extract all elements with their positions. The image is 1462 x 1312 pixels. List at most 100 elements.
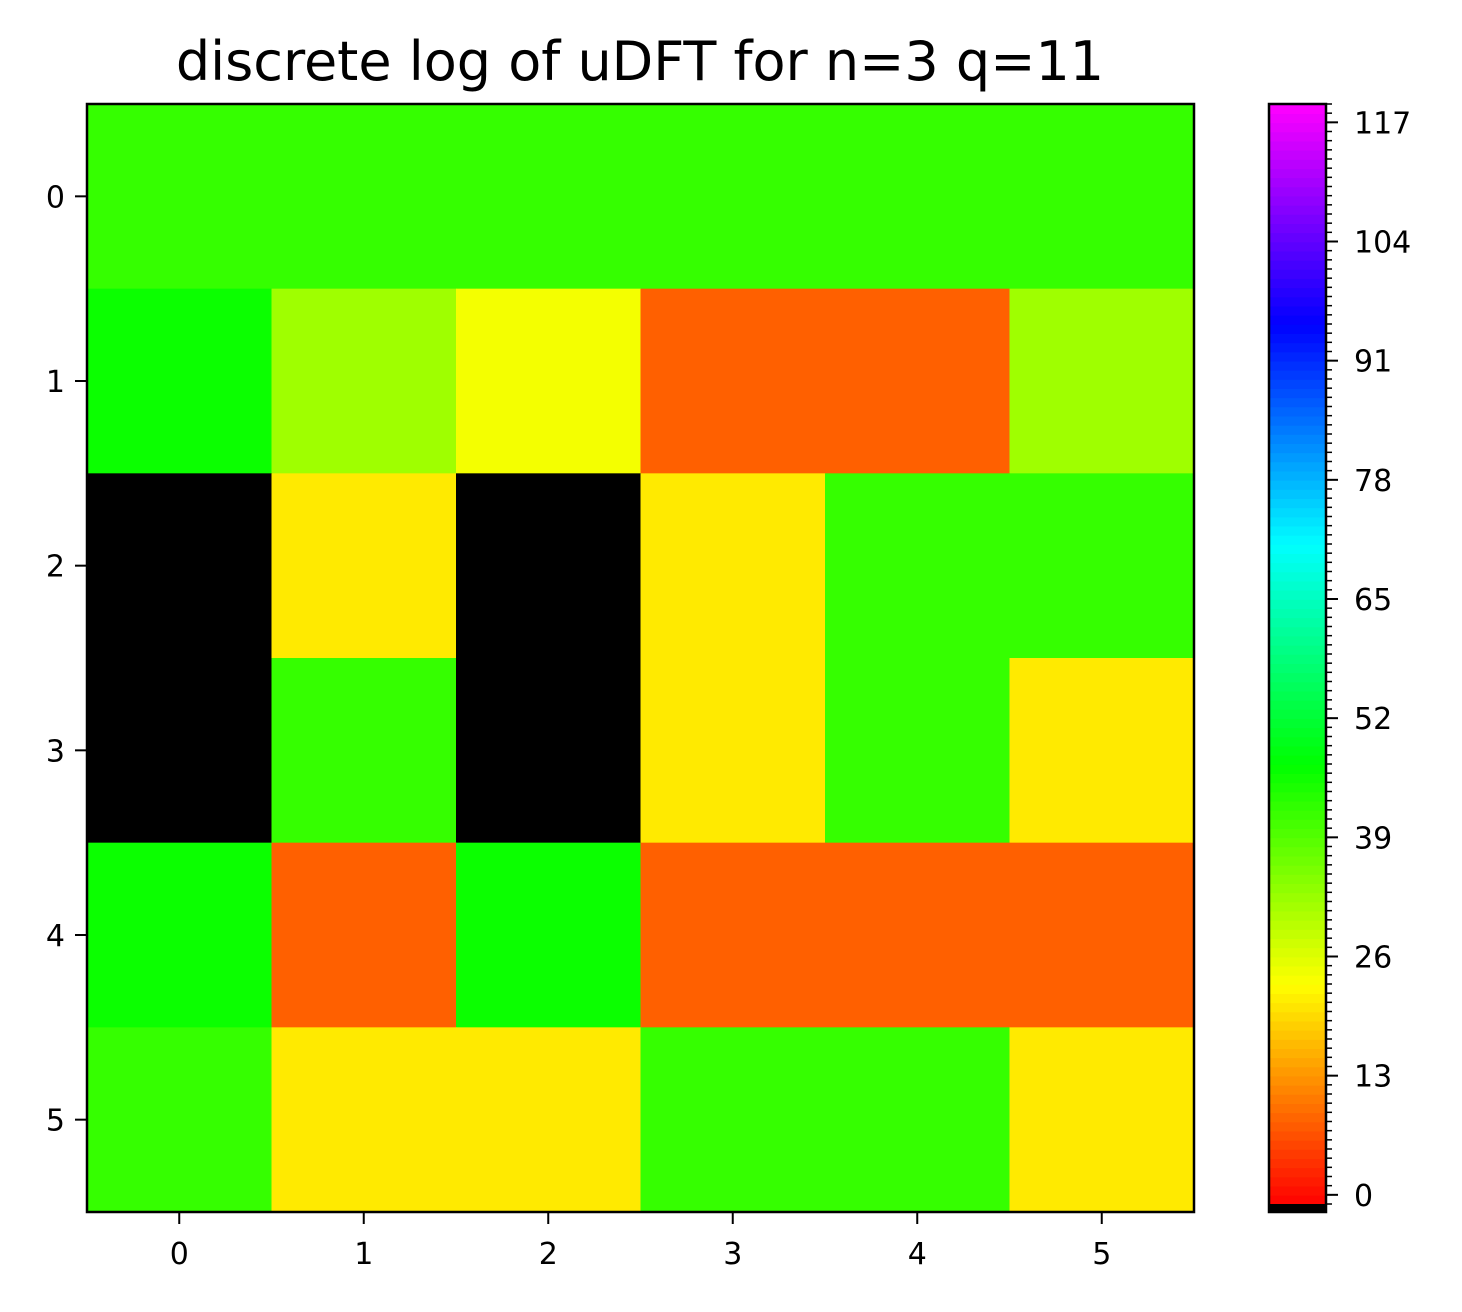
- colorbar-segment: [1269, 232, 1326, 243]
- colorbar-segment: [1269, 727, 1326, 738]
- colorbar-segment: [1269, 791, 1326, 802]
- colorbar-segment: [1269, 104, 1326, 114]
- colorbar-segment: [1269, 901, 1326, 912]
- colorbar-tick-label: 117: [1354, 106, 1411, 141]
- colorbar-segment: [1269, 461, 1326, 472]
- colorbar-segment: [1269, 1167, 1326, 1178]
- colorbar-segment: [1269, 736, 1326, 747]
- colorbar-segment: [1269, 1066, 1326, 1077]
- colorbar-segment: [1269, 1011, 1326, 1022]
- colorbar-segment: [1269, 424, 1326, 435]
- colorbar-tick-label: 52: [1354, 702, 1392, 737]
- heatmap-cell: [1009, 288, 1195, 474]
- heatmap-cell: [825, 842, 1011, 1028]
- y-tick-label: 3: [46, 734, 65, 769]
- colorbar-segment: [1269, 516, 1326, 527]
- colorbar-segment: [1269, 1194, 1326, 1205]
- colorbar-segment: [1269, 1094, 1326, 1104]
- heatmap-cell: [271, 1027, 457, 1213]
- colorbar-segment: [1269, 1149, 1326, 1159]
- colorbar-segment: [1269, 709, 1326, 719]
- heatmap-cell: [456, 104, 642, 290]
- colorbar-segment: [1269, 314, 1326, 325]
- colorbar-segment: [1269, 379, 1326, 389]
- colorbar-tick-label: 13: [1354, 1060, 1392, 1095]
- colorbar-segment: [1269, 864, 1326, 875]
- y-tick-label: 0: [46, 180, 65, 215]
- colorbar-segment: [1269, 984, 1326, 994]
- colorbar-tick-label: 39: [1354, 821, 1392, 856]
- heatmap-cell: [1009, 1027, 1195, 1213]
- colorbar-segment: [1269, 470, 1326, 481]
- colorbar-segment: [1269, 782, 1326, 793]
- heatmap-cell: [1009, 842, 1195, 1028]
- heatmap-cell: [640, 104, 826, 290]
- heatmap-cell: [456, 473, 642, 659]
- colorbar-segment: [1269, 324, 1326, 334]
- colorbar-segment: [1269, 278, 1326, 289]
- colorbar-segment: [1269, 635, 1326, 646]
- heatmap-cell: [825, 658, 1011, 844]
- colorbar-segment: [1269, 672, 1326, 683]
- x-tick-label: 5: [1092, 1237, 1111, 1272]
- colorbar-tick-label: 26: [1354, 941, 1392, 976]
- colorbar-segment: [1269, 195, 1326, 206]
- colorbar-segment: [1269, 360, 1326, 371]
- colorbar-segment: [1269, 754, 1326, 765]
- colorbar-under-extension: [1269, 1204, 1326, 1212]
- heatmap-cell: [87, 473, 273, 659]
- colorbar-segment: [1269, 525, 1326, 536]
- colorbar-segment: [1269, 1084, 1326, 1095]
- colorbar-segment: [1269, 663, 1326, 674]
- x-axis: 0 1 2 3 4 5: [170, 1212, 1111, 1272]
- colorbar-segment: [1269, 452, 1326, 463]
- x-tick-label: 3: [723, 1237, 742, 1272]
- heatmap-cell: [87, 104, 273, 290]
- colorbar-segment: [1269, 1029, 1326, 1040]
- colorbar-segment: [1269, 800, 1326, 811]
- heatmap-cell: [271, 104, 457, 290]
- y-tick-label: 1: [46, 365, 65, 400]
- colorbar-segment: [1269, 626, 1326, 637]
- colorbar-segment: [1269, 965, 1326, 976]
- heatmap-cell: [640, 473, 826, 659]
- colorbar-segment: [1269, 764, 1326, 774]
- colorbar-segment: [1269, 342, 1326, 353]
- y-tick-label: 4: [46, 919, 65, 954]
- colorbar-segment: [1269, 589, 1326, 600]
- colorbar-segment: [1269, 443, 1326, 454]
- colorbar-segment: [1269, 644, 1326, 655]
- y-tick-label: 5: [46, 1104, 65, 1139]
- heatmap-cell: [825, 1027, 1011, 1213]
- colorbar-segment: [1269, 434, 1326, 444]
- colorbar-segment: [1269, 690, 1326, 701]
- colorbar-tick-label: 78: [1354, 464, 1392, 499]
- y-axis: 0 1 2 3 4 5: [46, 180, 87, 1139]
- colorbar-segment: [1269, 214, 1326, 224]
- heatmap-cell: [87, 842, 273, 1028]
- colorbar-segment: [1269, 1048, 1326, 1059]
- colorbar-segment: [1269, 140, 1326, 151]
- colorbar-tick-label: 65: [1354, 583, 1392, 618]
- colorbar-segment: [1269, 654, 1326, 664]
- colorbar-segment: [1269, 250, 1326, 261]
- x-tick-label: 1: [354, 1237, 373, 1272]
- heatmap-cell: [87, 1027, 273, 1213]
- colorbar-segment: [1269, 489, 1326, 499]
- colorbar: 0 13 26 39 52 65 78 91 104 117: [1267, 102, 1411, 1214]
- y-tick-label: 2: [46, 550, 65, 585]
- colorbar-segment: [1269, 369, 1326, 380]
- colorbar-segment: [1269, 113, 1326, 124]
- colorbar-segment: [1269, 571, 1326, 582]
- colorbar-segment: [1269, 745, 1326, 756]
- heatmap-cell: [1009, 104, 1195, 290]
- colorbar-segment: [1269, 406, 1326, 417]
- colorbar-segment: [1269, 1121, 1326, 1132]
- colorbar-segment: [1269, 305, 1326, 316]
- colorbar-segment: [1269, 534, 1326, 545]
- heatmap-cell: [456, 842, 642, 1028]
- colorbar-segment: [1269, 1002, 1326, 1013]
- colorbar-segment: [1269, 159, 1326, 169]
- heatmap-cell: [640, 1027, 826, 1213]
- colorbar-segment: [1269, 837, 1326, 848]
